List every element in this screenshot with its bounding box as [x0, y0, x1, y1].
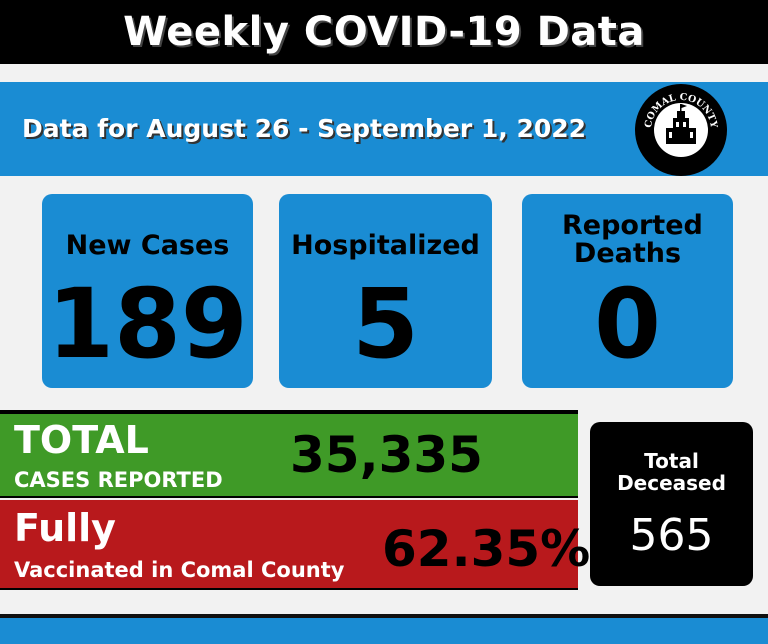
- stat-value-new-cases: 189: [47, 268, 248, 380]
- vaccinated-bar: Fully Vaccinated in Comal County 62.35%: [0, 500, 590, 590]
- title-bar: Weekly COVID-19 Data: [0, 0, 768, 64]
- stat-card-reported-deaths: Reported Deaths 0: [522, 194, 733, 388]
- stat-label-new-cases: New Cases: [65, 230, 230, 261]
- footer-bar: [0, 614, 768, 644]
- page-title: Weekly COVID-19 Data: [123, 9, 645, 55]
- stat-value-hospitalized: 5: [352, 268, 419, 380]
- vaccinated-heading: Fully: [14, 506, 116, 550]
- stat-label-hospitalized: Hospitalized: [291, 230, 480, 261]
- stat-card-new-cases: New Cases 189: [42, 194, 253, 388]
- stat-value-reported-deaths: 0: [594, 268, 661, 380]
- county-seal-icon: COMAL COUNTY TEXAS: [635, 84, 727, 176]
- total-cases-bar: TOTAL CASES REPORTED 35,335: [0, 410, 578, 498]
- total-cases-value: 35,335: [290, 426, 483, 484]
- date-range: Data for August 26 - September 1, 2022: [22, 114, 587, 143]
- vaccinated-value: 62.35%: [382, 520, 591, 578]
- total-deceased-label: Total Deceased: [617, 449, 726, 495]
- stat-label-reported-deaths: Reported Deaths: [562, 210, 703, 270]
- total-deceased-value: 565: [629, 510, 714, 561]
- svg-text:TEXAS: TEXAS: [667, 146, 695, 158]
- total-cases-subheading: CASES REPORTED: [14, 468, 223, 492]
- total-deceased-card: Total Deceased 565: [590, 422, 753, 586]
- stat-card-hospitalized: Hospitalized 5: [279, 194, 492, 388]
- seal-text-bottom: TEXAS: [667, 146, 695, 158]
- total-cases-heading: TOTAL: [14, 418, 149, 462]
- vaccinated-subheading: Vaccinated in Comal County: [14, 558, 345, 582]
